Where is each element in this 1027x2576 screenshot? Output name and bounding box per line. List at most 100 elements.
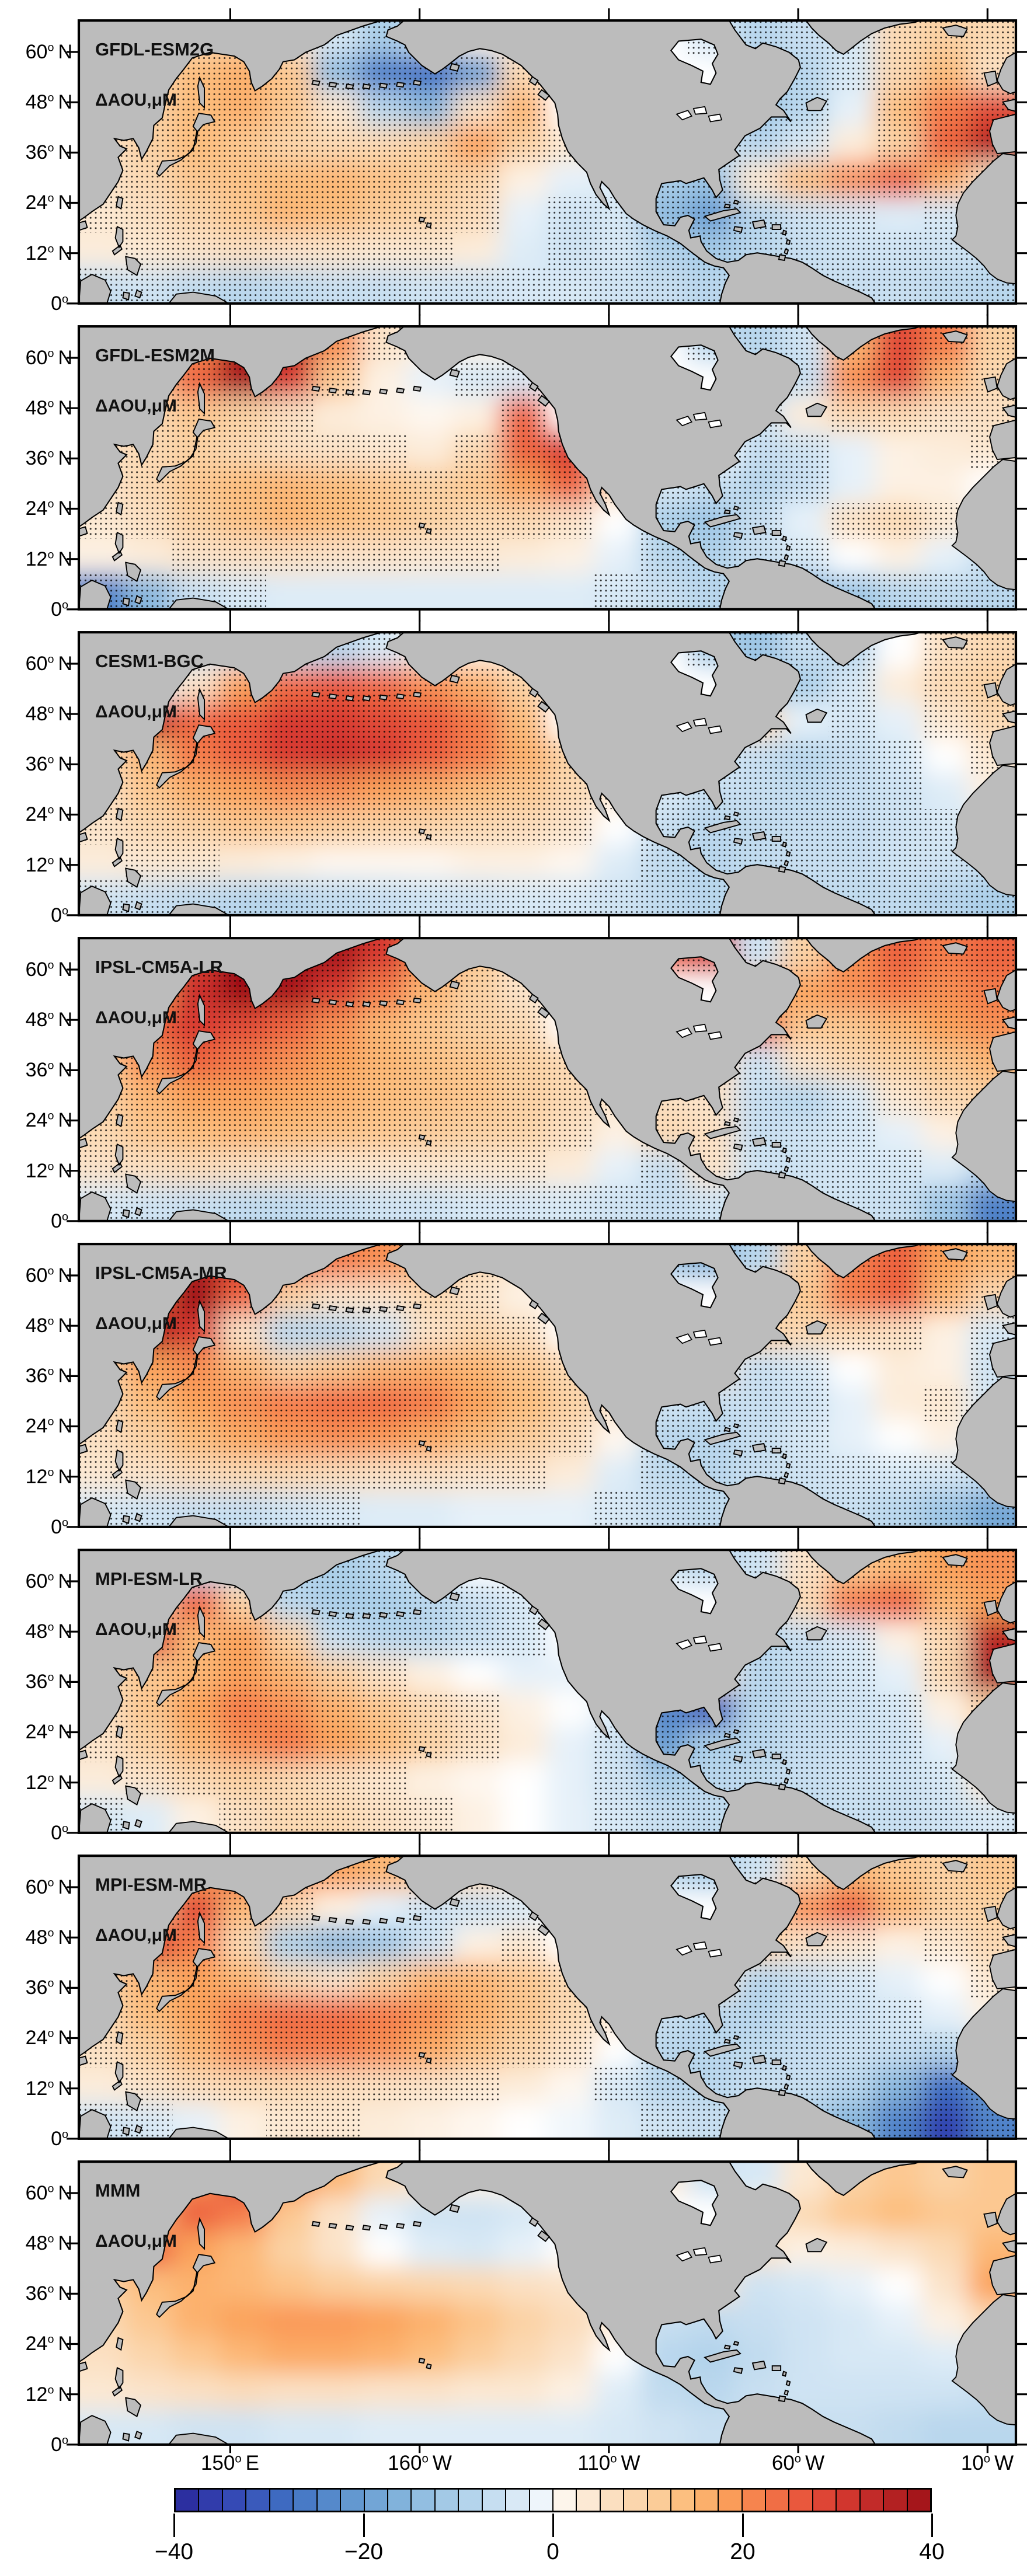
latitude-hemisphere: N bbox=[58, 653, 72, 675]
latitude-value: 12 bbox=[25, 1772, 48, 1794]
latitude-value: 0 bbox=[51, 904, 62, 926]
latitude-label: 12o N bbox=[0, 1159, 72, 1183]
axis-ticks bbox=[67, 1232, 1027, 1539]
latitude-label: 60o N bbox=[0, 346, 72, 370]
colorbar-segment bbox=[482, 2490, 507, 2511]
latitude-hemisphere: N bbox=[58, 1160, 72, 1182]
latitude-label: 24o N bbox=[0, 802, 72, 827]
latitude-hemisphere: N bbox=[58, 2282, 72, 2305]
latitude-value: 60 bbox=[25, 347, 48, 369]
stipple-layer-gfdl-esm2g bbox=[79, 20, 1016, 304]
longitude-value: 60 bbox=[771, 2452, 795, 2474]
latitude-hemisphere: N bbox=[58, 1466, 72, 1488]
latitude-value: 12 bbox=[25, 2383, 48, 2406]
degree-symbol: o bbox=[62, 2434, 68, 2447]
latitude-label: 0o bbox=[0, 291, 72, 316]
latitude-hemisphere: N bbox=[58, 2383, 72, 2406]
degree-symbol: o bbox=[47, 803, 54, 817]
latitude-hemisphere: N bbox=[58, 397, 72, 419]
colorbar-segment bbox=[695, 2490, 719, 2511]
variable-label: ΔAOU,μM bbox=[95, 1314, 177, 1333]
longitude-label: 110o W bbox=[551, 2452, 667, 2475]
latitude-hemisphere: N bbox=[58, 141, 72, 163]
latitude-hemisphere: N bbox=[58, 191, 72, 214]
latitude-value: 36 bbox=[25, 447, 48, 469]
latitude-label: 60o N bbox=[0, 1263, 72, 1288]
degree-symbol: o bbox=[422, 2452, 429, 2466]
longitude-label: 150o E bbox=[172, 2452, 288, 2475]
degree-symbol: o bbox=[47, 2077, 54, 2091]
degree-symbol: o bbox=[983, 2452, 991, 2466]
colorbar-segment bbox=[860, 2490, 885, 2511]
colorbar-tick bbox=[363, 2514, 365, 2537]
latitude-value: 0 bbox=[51, 2128, 62, 2150]
latitude-value: 48 bbox=[25, 703, 48, 725]
colorbar-segment bbox=[624, 2490, 648, 2511]
longitude-label: 160o W bbox=[361, 2452, 478, 2475]
latitude-label: 60o N bbox=[0, 2181, 72, 2205]
latitude-value: 60 bbox=[25, 1876, 48, 1898]
panel-title-mpi-esm-lr: MPI-ESM-LR bbox=[95, 1568, 203, 1589]
latitude-hemisphere: N bbox=[58, 1415, 72, 1437]
degree-symbol: o bbox=[610, 2452, 617, 2466]
variable-label: ΔAOU,μM bbox=[95, 2232, 177, 2251]
panel-title-gfdl-esm2g: GFDL-ESM2G bbox=[95, 39, 214, 60]
latitude-hemisphere: N bbox=[58, 2333, 72, 2355]
variable-label: ΔAOU,μM bbox=[95, 702, 177, 721]
panel-title-gfdl-esm2m: GFDL-ESM2M bbox=[95, 345, 215, 365]
map-svg-mmm bbox=[67, 2149, 1027, 2453]
variable-label: ΔAOU,μM bbox=[95, 90, 177, 110]
latitude-label: 60o N bbox=[0, 1875, 72, 1899]
longitude-hemisphere: E bbox=[245, 2452, 260, 2474]
latitude-label: 36o N bbox=[0, 1058, 72, 1082]
colorbar-segment bbox=[647, 2490, 672, 2511]
colorbar-tick-label: 20 bbox=[730, 2539, 756, 2564]
colorbar-segment bbox=[907, 2490, 930, 2511]
colorbar-segment bbox=[294, 2490, 318, 2511]
degree-symbol: o bbox=[47, 653, 54, 666]
axis-ticks bbox=[67, 314, 1027, 622]
latitude-label: 48o N bbox=[0, 90, 72, 114]
longitude-value: 10 bbox=[960, 2452, 984, 2474]
panel-title-cesm1-bgc: CESM1-BGC bbox=[95, 651, 204, 671]
latitude-label: 36o N bbox=[0, 1669, 72, 1694]
latitude-label: 48o N bbox=[0, 702, 72, 726]
map-panel-mmm bbox=[67, 2149, 1027, 2453]
colorbar-segment bbox=[765, 2490, 790, 2511]
longitude-label: 60o W bbox=[740, 2452, 857, 2475]
colorbar-segment bbox=[719, 2490, 743, 2511]
degree-symbol: o bbox=[47, 2383, 54, 2397]
latitude-label: 48o N bbox=[0, 1008, 72, 1032]
degree-symbol: o bbox=[47, 2282, 54, 2296]
degree-symbol: o bbox=[47, 1059, 54, 1072]
latitude-value: 60 bbox=[25, 2182, 48, 2204]
degree-symbol: o bbox=[47, 1926, 54, 1940]
colorbar-tick bbox=[552, 2514, 554, 2537]
latitude-value: 36 bbox=[25, 1059, 48, 1081]
degree-symbol: o bbox=[47, 1671, 54, 1684]
degree-symbol: o bbox=[47, 548, 54, 562]
latitude-value: 36 bbox=[25, 753, 48, 775]
panel-border bbox=[77, 631, 1018, 916]
colorbar-segment bbox=[435, 2490, 459, 2511]
colorbar-segment bbox=[341, 2490, 365, 2511]
latitude-hemisphere: N bbox=[58, 1315, 72, 1337]
longitude-hemisphere: W bbox=[621, 2452, 640, 2474]
latitude-label: 36o N bbox=[0, 752, 72, 776]
degree-symbol: o bbox=[47, 41, 54, 54]
degree-symbol: o bbox=[47, 347, 54, 360]
latitude-value: 48 bbox=[25, 91, 48, 113]
latitude-value: 0 bbox=[51, 2434, 62, 2456]
latitude-label: 12o N bbox=[0, 1770, 72, 1795]
longitude-hemisphere: W bbox=[432, 2452, 452, 2474]
panel-title-mpi-esm-mr: MPI-ESM-MR bbox=[95, 1874, 207, 1895]
latitude-label: 12o N bbox=[0, 2382, 72, 2407]
longitude-hemisphere: W bbox=[805, 2452, 825, 2474]
degree-symbol: o bbox=[47, 1264, 54, 1278]
colorbar-segment bbox=[789, 2490, 813, 2511]
latitude-hemisphere: N bbox=[58, 1365, 72, 1387]
colorbar-segment bbox=[577, 2490, 601, 2511]
degree-symbol: o bbox=[62, 598, 68, 612]
latitude-hemisphere: N bbox=[58, 1772, 72, 1794]
colorbar-segment bbox=[270, 2490, 294, 2511]
